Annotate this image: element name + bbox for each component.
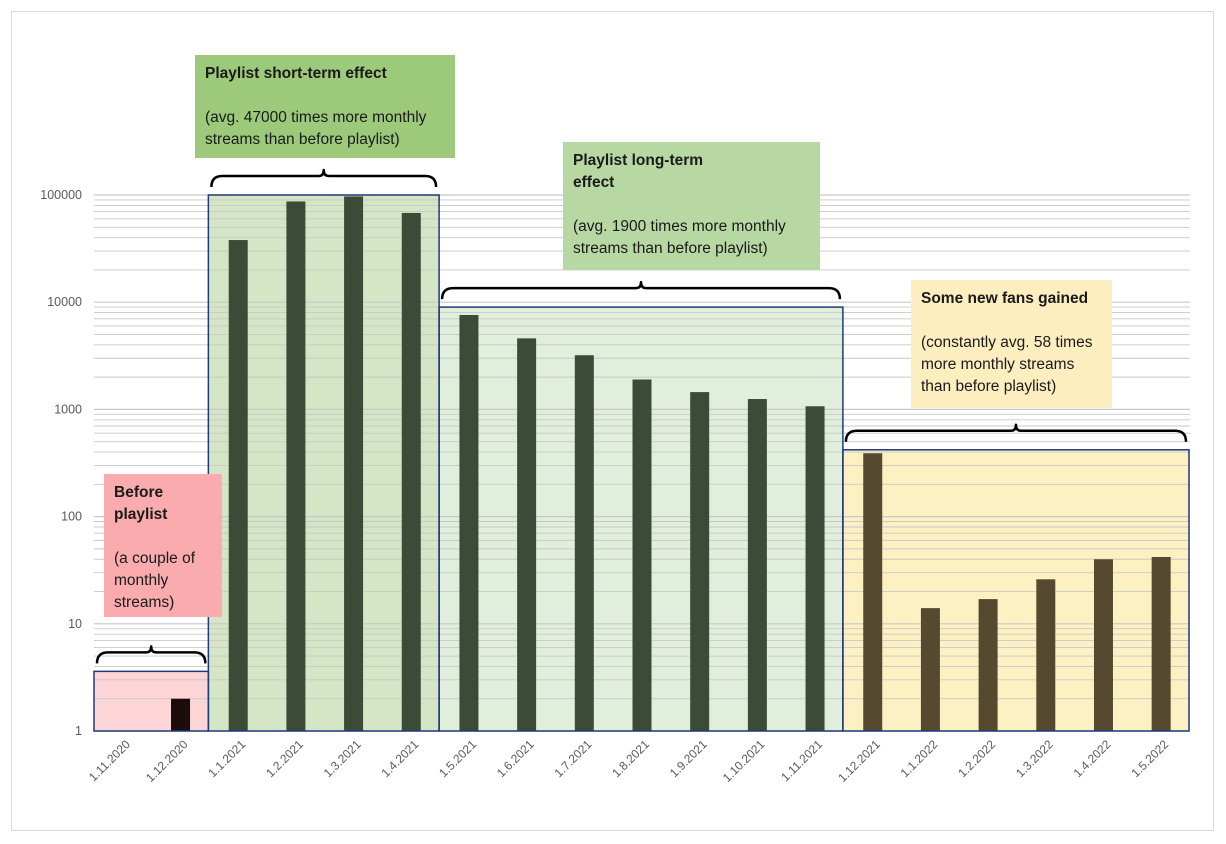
bar-1.10.2021 — [747, 399, 767, 731]
note-before-playlist: Before playlist (a couple of monthly str… — [104, 474, 222, 617]
note-fans-heading: Some new fans gained — [921, 290, 1089, 307]
note-short-text: (avg. 47000 times more monthly streams t… — [205, 109, 427, 148]
x-tick-label: 1.1.2021 — [205, 737, 248, 780]
note-before-heading: Before playlist — [114, 484, 168, 523]
region-border-fans — [842, 449, 1190, 732]
x-tick-label: 1.12.2021 — [835, 737, 883, 785]
x-tick-label: 1.11.2021 — [778, 737, 825, 784]
braces — [95, 168, 1188, 664]
bar-1.5.2022 — [1151, 556, 1171, 731]
x-tick-label: 1.4.2022 — [1071, 737, 1114, 780]
region-fill-before — [94, 671, 209, 731]
y-tick-label: 100000 — [40, 188, 82, 202]
bar-1.12.2021 — [863, 453, 883, 731]
x-tick-label: 1.5.2022 — [1128, 737, 1171, 780]
bars — [171, 196, 1171, 732]
x-tick-label: 1.7.2021 — [552, 737, 595, 780]
bar-1.12.2020 — [171, 698, 191, 731]
bar-1.3.2022 — [1036, 579, 1056, 731]
x-tick-label: 1.2.2022 — [955, 737, 998, 780]
bar-1.1.2022 — [920, 608, 940, 731]
x-tick-label: 1.11.2020 — [86, 737, 133, 784]
x-tick-label: 1.12.2020 — [143, 737, 191, 785]
bar-1.11.2021 — [805, 406, 825, 731]
note-before-text: (a couple of monthly streams) — [114, 550, 195, 611]
x-tick-label: 1.5.2021 — [436, 737, 479, 780]
note-short-term-effect: Playlist short-term effect (avg. 47000 t… — [195, 55, 455, 158]
x-tick-label: 1.9.2021 — [667, 737, 710, 780]
chart-frame — [11, 11, 1214, 831]
x-tick-label: 1.6.2021 — [494, 737, 537, 780]
bar-1.7.2021 — [574, 355, 594, 731]
bar-1.8.2021 — [632, 379, 652, 731]
note-short-heading: Playlist short-term effect — [205, 65, 387, 82]
brace-long — [440, 280, 842, 300]
bar-1.3.2021 — [344, 196, 364, 731]
note-long-heading: Playlist long-term effect — [573, 152, 704, 191]
x-tick-label: 1.3.2022 — [1013, 737, 1056, 780]
y-axis-ticks: 1 10 100 1000 10000 100000 — [40, 188, 82, 738]
x-tick-label: 1.10.2021 — [720, 737, 768, 785]
note-fans-text: (constantly avg. 58 times more monthly s… — [921, 334, 1093, 395]
y-tick-label: 100 — [61, 510, 82, 524]
note-long-text: (avg. 1900 times more monthly streams th… — [573, 218, 786, 257]
bar-1.6.2021 — [517, 338, 537, 731]
y-tick-label: 1000 — [54, 402, 82, 416]
bar-1.4.2022 — [1093, 559, 1113, 731]
bar-1.9.2021 — [690, 392, 710, 731]
x-tick-label: 1.1.2022 — [898, 737, 941, 780]
bar-1.5.2021 — [459, 314, 479, 731]
x-tick-label: 1.2.2021 — [263, 737, 306, 780]
brace-fans — [844, 423, 1188, 442]
y-tick-label: 10000 — [47, 295, 82, 309]
note-new-fans: Some new fans gained (constantly avg. 58… — [911, 280, 1112, 408]
bar-1.1.2021 — [228, 240, 248, 732]
bar-1.2.2022 — [978, 599, 998, 731]
region-borders — [93, 194, 1190, 732]
x-tick-label: 1.4.2021 — [378, 737, 421, 780]
y-tick-label: 1 — [75, 724, 82, 738]
brace-before — [95, 645, 207, 664]
x-axis-ticks: 1.11.2020 1.12.2020 1.1.2021 1.2.2021 1.3.20… — [86, 737, 1172, 785]
x-tick-label: 1.8.2021 — [609, 737, 652, 780]
note-long-term-effect: Playlist long-term effect (avg. 1900 tim… — [563, 142, 820, 270]
region-fill-fans — [842, 449, 1189, 731]
brace-short — [210, 168, 438, 188]
bar-1.4.2021 — [401, 212, 421, 731]
y-tick-label: 10 — [68, 617, 82, 631]
bar-1.2.2021 — [286, 201, 306, 732]
x-tick-label: 1.3.2021 — [321, 737, 364, 780]
